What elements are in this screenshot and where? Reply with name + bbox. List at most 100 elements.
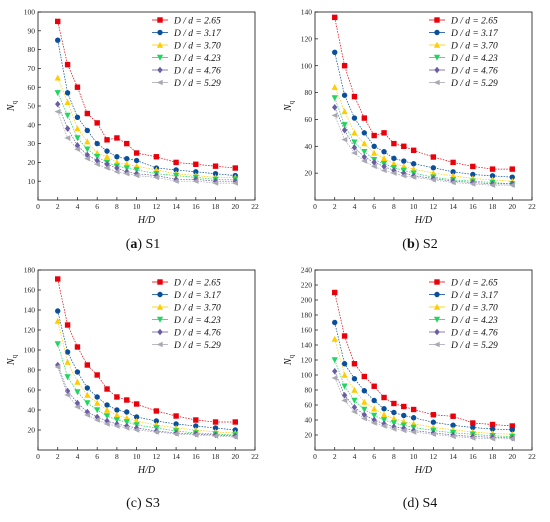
series-line [57, 92, 236, 180]
data-point [361, 406, 368, 413]
data-point [390, 420, 398, 427]
y-tick-label: 140 [301, 341, 313, 350]
y-tick-label: 220 [301, 281, 313, 290]
legend-item: D / d = 4.23 [429, 316, 498, 326]
data-point [430, 412, 437, 418]
chart-panel-2: 0 2 4 6 8 10 12 14 16 18 20 22 20 40 60 80 100 120 140 H/D N… [283, 8, 536, 252]
data-point [469, 181, 476, 187]
x-tick-label: 12 [430, 202, 438, 211]
data-point [64, 374, 71, 381]
series-5 [55, 100, 238, 185]
data-point [173, 421, 179, 427]
data-point [390, 160, 398, 167]
data-point [64, 125, 71, 132]
data-point [410, 406, 417, 413]
data-point [74, 146, 81, 152]
legend-label: D / d = 3.70 [173, 303, 221, 313]
legend-item: D / d = 5.29 [429, 79, 498, 89]
x-tick-label: 10 [133, 452, 141, 461]
data-point [212, 170, 219, 177]
data-point [104, 160, 110, 168]
series-6 [331, 112, 515, 188]
legend-item: D / d = 3.70 [152, 41, 221, 51]
data-point [114, 164, 120, 172]
legend-marker [156, 303, 164, 310]
series-1 [55, 276, 238, 425]
y-tick-label: 40 [305, 142, 313, 151]
data-point [74, 404, 81, 410]
legend-item: D / d = 4.76 [429, 66, 498, 76]
data-point [470, 171, 476, 178]
series-line [334, 322, 513, 431]
data-point [103, 165, 110, 171]
data-point [54, 317, 61, 324]
series-line [334, 377, 513, 440]
y-tick-label: 50 [28, 102, 36, 111]
data-point [361, 153, 368, 161]
data-point [74, 378, 81, 385]
y-tick-label: 30 [28, 139, 36, 148]
x-tick-label: 10 [410, 452, 418, 461]
data-point [103, 413, 111, 420]
x-tick-label: 14 [449, 452, 457, 461]
legend-label: D / d = 4.76 [173, 66, 221, 76]
data-point [55, 18, 61, 25]
data-point [153, 429, 160, 435]
data-point [351, 409, 358, 415]
data-point [84, 412, 91, 418]
data-point [104, 137, 110, 143]
data-point [84, 127, 91, 134]
x-tick-label: 16 [469, 202, 477, 211]
y-tick-label: 120 [301, 34, 313, 43]
data-point [84, 110, 91, 117]
legend-label: D / d = 4.23 [450, 316, 498, 326]
data-point [401, 143, 407, 149]
legend-label: D / d = 5.29 [173, 341, 221, 351]
data-point [410, 147, 417, 154]
data-point [133, 167, 140, 174]
legend-marker [157, 279, 163, 285]
data-point [55, 308, 61, 314]
data-point [173, 159, 179, 166]
legend-marker [156, 79, 163, 86]
x-tick-label: 20 [509, 452, 517, 461]
data-point [64, 358, 71, 365]
data-point [212, 180, 219, 186]
y-tick-label: 160 [24, 286, 36, 295]
data-point [332, 367, 338, 375]
x-tick-label: 18 [489, 202, 497, 211]
data-point [400, 173, 407, 179]
x-tick-label: 10 [410, 202, 418, 211]
legend-item: D / d = 3.70 [429, 303, 498, 313]
data-point [380, 411, 388, 418]
x-tick-label: 4 [353, 202, 357, 211]
data-point [410, 415, 417, 421]
data-point [430, 431, 437, 437]
data-point [371, 149, 378, 156]
x-tick-label: 2 [333, 452, 337, 461]
data-point [113, 169, 120, 175]
x-axis-label: H/D [414, 215, 433, 226]
legend-marker [434, 66, 440, 74]
data-point [489, 436, 496, 442]
data-point [55, 100, 61, 108]
y-axis-label: Nq [283, 354, 296, 366]
data-point [509, 427, 515, 433]
x-tick-label: 2 [56, 202, 60, 211]
legend-marker [434, 328, 440, 336]
data-point [84, 151, 91, 159]
data-point [391, 155, 397, 162]
data-point [509, 166, 515, 172]
legend-label: D / d = 4.23 [173, 54, 221, 64]
data-point [114, 135, 120, 141]
data-point [332, 289, 338, 296]
data-point [192, 178, 199, 184]
data-point [104, 148, 110, 154]
y-tick-label: 140 [24, 306, 36, 315]
legend-item: D / d = 3.17 [429, 291, 499, 301]
x-tick-label: 14 [172, 452, 180, 461]
x-tick-label: 22 [528, 452, 536, 461]
data-point [74, 399, 81, 407]
data-point [361, 398, 368, 405]
plot-frame [314, 269, 533, 451]
